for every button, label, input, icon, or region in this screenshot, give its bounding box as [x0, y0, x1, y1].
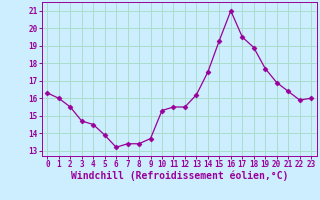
X-axis label: Windchill (Refroidissement éolien,°C): Windchill (Refroidissement éolien,°C): [70, 171, 288, 181]
